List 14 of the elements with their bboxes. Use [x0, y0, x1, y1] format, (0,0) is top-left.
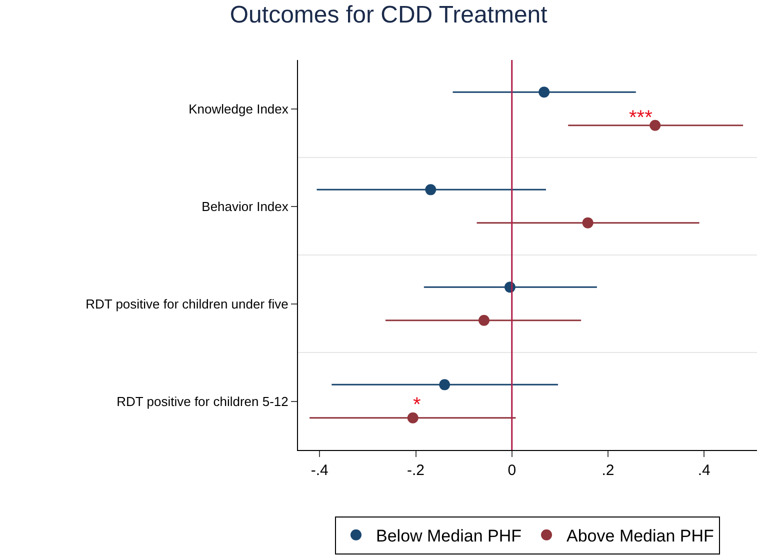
x-tick-label: -.2 — [406, 462, 425, 479]
annotation: *** — [629, 107, 653, 129]
legend-label: Above Median PHF — [566, 526, 714, 546]
x-tick-label: -.4 — [310, 462, 328, 479]
x-tick-label: .2 — [602, 462, 614, 479]
y-tick-label: RDT positive for children under five — [86, 296, 288, 312]
chart-title: Outcomes for CDD Treatment — [230, 1, 548, 28]
y-tick-label: Knowledge Index — [188, 101, 289, 116]
x-tick-label: 0 — [508, 462, 516, 479]
y-tick-label: RDT positive for children 5-12 — [116, 394, 288, 409]
x-tick-label: .4 — [698, 462, 710, 479]
y-tick-label: Behavior Index — [202, 198, 289, 214]
legend-label: Below Median PHF — [376, 526, 522, 546]
annotation: * — [413, 394, 421, 416]
